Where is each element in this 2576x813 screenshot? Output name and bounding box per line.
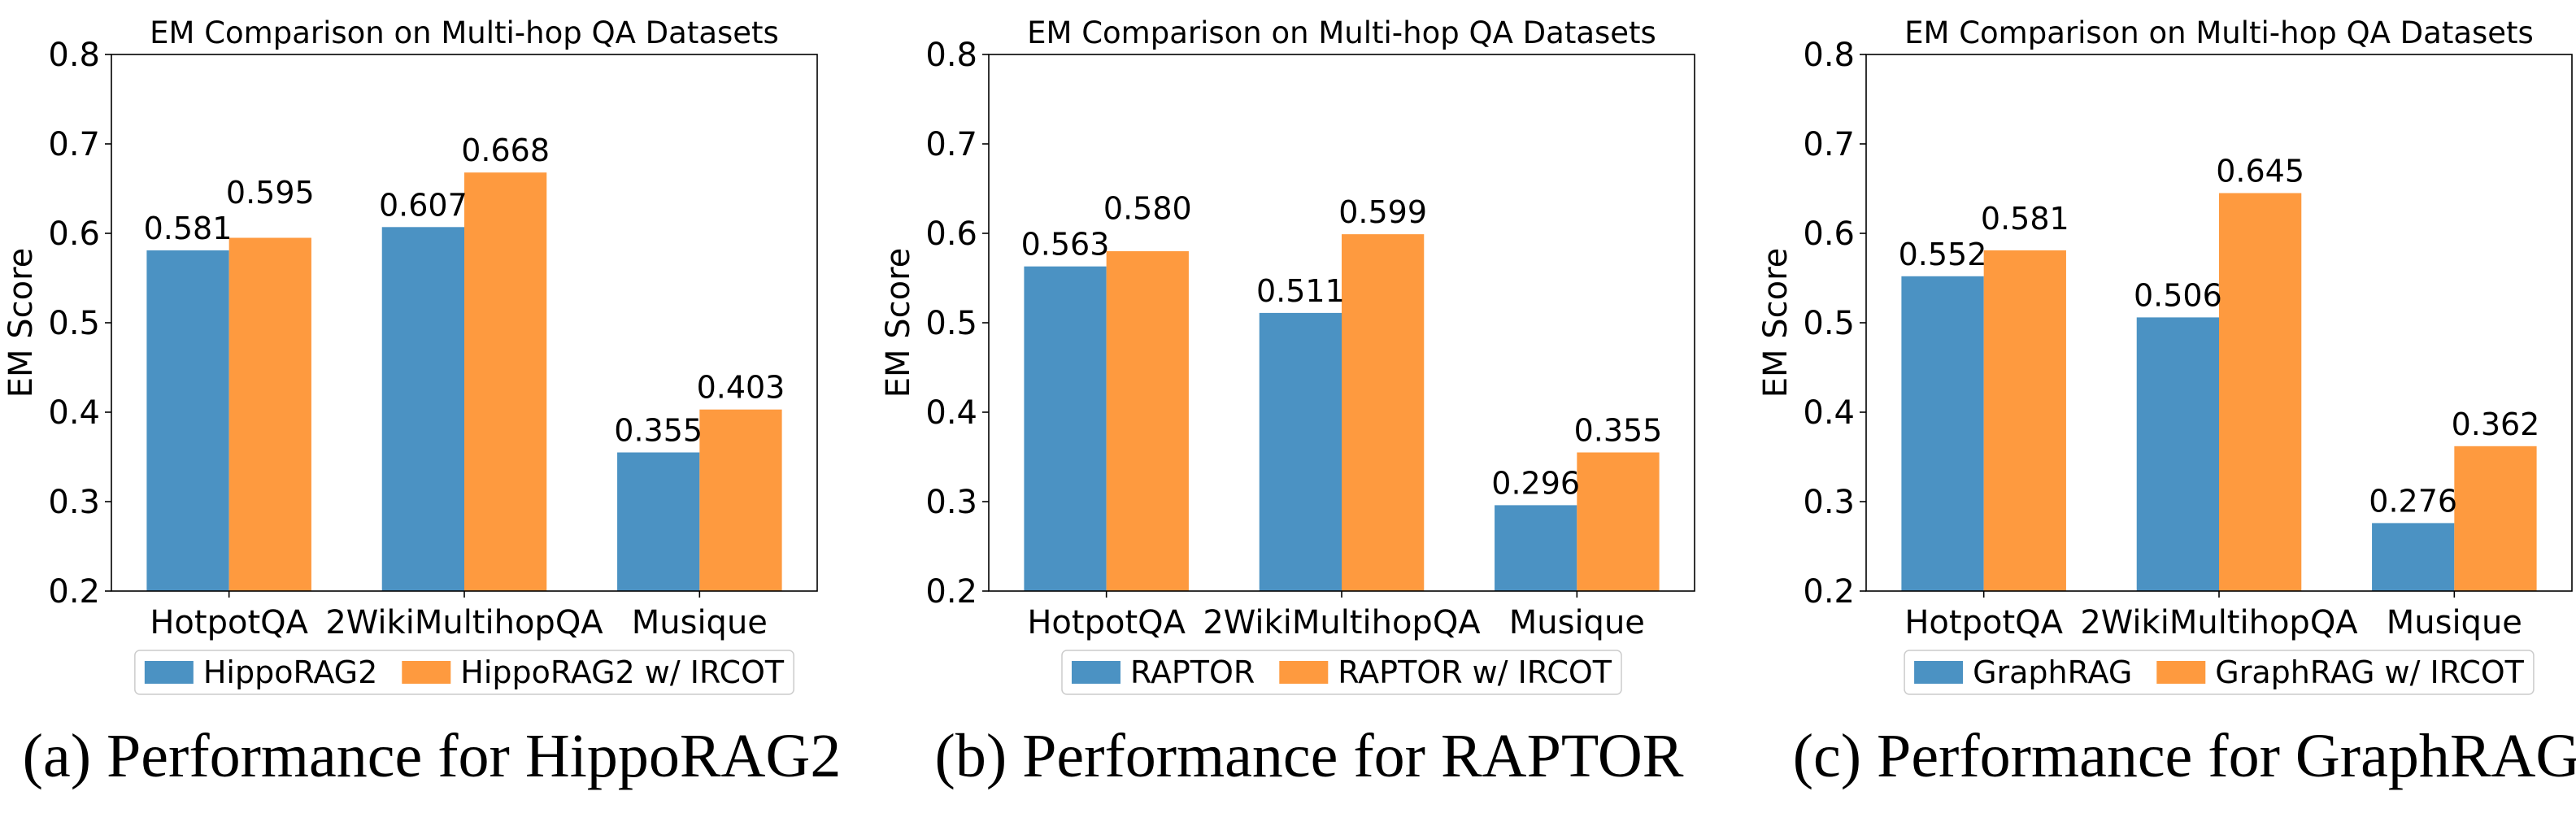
chart-title: EM Comparison on Multi-hop QA Datasets <box>1027 15 1656 50</box>
legend-box <box>1061 650 1622 695</box>
value-label: 0.362 <box>2452 406 2540 442</box>
y-axis-label: EM Score <box>880 248 917 398</box>
bar-1-2 <box>1577 452 1660 591</box>
value-label: 0.645 <box>2216 154 2304 189</box>
y-tick-label: 0.4 <box>925 394 977 432</box>
chart-title: EM Comparison on Multi-hop QA Datasets <box>150 15 779 50</box>
y-tick-label: 0.4 <box>1803 394 1855 432</box>
bar-0-0 <box>1024 266 1107 591</box>
x-tick-label: 2WikiMultihopQA <box>1203 604 1481 641</box>
x-tick-label: HotpotQA <box>150 604 308 641</box>
bar-0-0 <box>146 250 229 591</box>
y-tick-label: 0.6 <box>925 215 977 253</box>
legend: HippoRAG2 HippoRAG2 w/ IRCOT <box>134 650 794 695</box>
y-tick-label: 0.2 <box>1803 573 1855 611</box>
y-tick-label: 0.3 <box>48 484 100 521</box>
y-tick-label: 0.7 <box>48 126 100 163</box>
bar-1-0 <box>1106 251 1189 591</box>
bar-1-0 <box>228 237 311 591</box>
bar-0-2 <box>2372 523 2455 591</box>
x-tick-label: Musique <box>2387 604 2522 641</box>
x-tick-label: 2WikiMultihopQA <box>325 604 603 641</box>
legend-label-1: HippoRAG2 w/ IRCOT <box>460 654 785 690</box>
y-tick-label: 0.2 <box>925 573 977 611</box>
bar-0-2 <box>617 452 700 591</box>
y-tick-label: 0.5 <box>925 305 977 342</box>
chart-title: EM Comparison on Multi-hop QA Datasets <box>1904 15 2534 50</box>
y-tick-label: 0.7 <box>1803 126 1855 163</box>
value-label: 0.296 <box>1491 465 1580 501</box>
legend-box <box>134 650 794 695</box>
y-tick-label: 0.8 <box>1803 37 1855 74</box>
bar-0-1 <box>2136 317 2219 591</box>
y-tick-label: 0.4 <box>48 394 100 432</box>
legend-swatch-0 <box>1071 661 1120 684</box>
y-tick-label: 0.2 <box>48 573 100 611</box>
value-label: 0.355 <box>614 413 703 449</box>
value-label: 0.668 <box>461 133 550 168</box>
y-tick-label: 0.7 <box>925 126 977 163</box>
value-label: 0.581 <box>144 211 233 246</box>
y-tick-label: 0.3 <box>1803 484 1855 521</box>
bar-0-0 <box>1901 276 1984 591</box>
y-tick-label: 0.8 <box>925 37 977 74</box>
x-tick-label: Musique <box>632 604 768 641</box>
legend-swatch-0 <box>1914 661 1964 684</box>
legend-label-0: RAPTOR <box>1130 654 1255 690</box>
legend-label-1: GraphRAG w/ IRCOT <box>2215 654 2524 690</box>
subfigure-caption: (c) Performance for GraphRAG <box>1793 722 2576 790</box>
value-label: 0.403 <box>697 370 785 406</box>
value-label: 0.276 <box>2369 483 2457 519</box>
bar-1-1 <box>2219 193 2302 591</box>
subfigure-caption: (a) Performance for HippoRAG2 <box>23 722 842 790</box>
y-tick-label: 0.6 <box>48 215 100 253</box>
value-label: 0.355 <box>1574 413 1663 449</box>
bar-1-2 <box>699 409 782 591</box>
legend: RAPTOR RAPTOR w/ IRCOT <box>1061 650 1622 695</box>
value-label: 0.599 <box>1338 194 1427 230</box>
value-label: 0.511 <box>1256 273 1345 309</box>
subfigure-caption: (b) Performance for RAPTOR <box>935 722 1684 790</box>
bar-1-1 <box>464 172 547 591</box>
x-tick-label: 2WikiMultihopQA <box>2080 604 2358 641</box>
value-label: 0.581 <box>1981 201 2069 237</box>
value-label: 0.580 <box>1103 191 1192 227</box>
y-tick-label: 0.6 <box>1803 215 1855 253</box>
x-tick-label: HotpotQA <box>1904 604 2063 641</box>
legend-label-1: RAPTOR w/ IRCOT <box>1338 654 1612 690</box>
bar-0-1 <box>381 227 464 591</box>
x-tick-label: Musique <box>1509 604 1645 641</box>
value-label: 0.552 <box>1899 237 1987 272</box>
legend-swatch-1 <box>2156 661 2206 684</box>
legend-swatch-0 <box>144 661 194 684</box>
legend: GraphRAG GraphRAG w/ IRCOT <box>1904 650 2535 695</box>
bar-1-0 <box>1983 250 2066 591</box>
bar-1-1 <box>1342 234 1425 591</box>
legend-label-0: GraphRAG <box>1973 654 2132 690</box>
value-label: 0.506 <box>2134 277 2222 313</box>
legend-box <box>1904 650 2535 695</box>
x-tick-label: HotpotQA <box>1027 604 1186 641</box>
y-tick-label: 0.5 <box>1803 305 1855 342</box>
y-axis-label: EM Score <box>1757 248 1795 398</box>
bar-0-2 <box>1495 505 1577 591</box>
value-label: 0.607 <box>379 187 468 223</box>
legend-swatch-1 <box>402 661 451 684</box>
legend-swatch-1 <box>1279 661 1329 684</box>
y-tick-label: 0.8 <box>48 37 100 74</box>
y-tick-label: 0.5 <box>48 305 100 342</box>
bar-1-2 <box>2454 446 2537 591</box>
y-axis-label: EM Score <box>2 248 40 398</box>
value-label: 0.563 <box>1021 227 1110 263</box>
bar-0-1 <box>1259 312 1342 591</box>
value-label: 0.595 <box>226 175 315 211</box>
legend-label-0: HippoRAG2 <box>203 654 377 690</box>
y-tick-label: 0.3 <box>925 484 977 521</box>
